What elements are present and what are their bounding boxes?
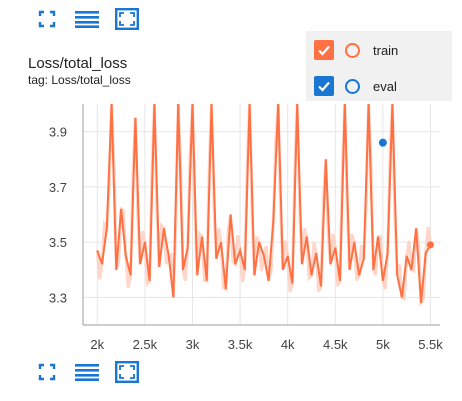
- train-color-ring-icon: [345, 42, 360, 58]
- fullscreen-button[interactable]: [34, 361, 60, 383]
- y-tick-label: 3.5: [49, 235, 67, 250]
- train-last-point: [426, 241, 434, 249]
- data-table-icon: [75, 364, 99, 381]
- y-tick-label: 3.3: [49, 290, 67, 305]
- fit-domain-icon: [115, 8, 139, 30]
- checkmark-icon: [318, 45, 330, 56]
- legend: train eval: [306, 31, 452, 101]
- fit-domain-button[interactable]: [114, 361, 140, 383]
- x-tick-label: 4k: [281, 337, 295, 352]
- train-checkbox[interactable]: [314, 40, 334, 60]
- train-series-line: [96, 104, 432, 303]
- data-table-button[interactable]: [74, 8, 100, 30]
- x-tick-label: 5k: [376, 337, 390, 352]
- legend-item-train[interactable]: train: [314, 39, 398, 61]
- y-tick-label: 3.9: [49, 125, 67, 140]
- train-raw-line: [95, 104, 432, 307]
- fit-domain-icon: [115, 361, 139, 383]
- eval-checkbox[interactable]: [314, 76, 334, 96]
- x-tick-label: 3.5k: [228, 337, 253, 352]
- eval-color-ring-icon: [345, 78, 360, 94]
- fit-domain-button[interactable]: [114, 8, 140, 30]
- chart-toolbar-top: [34, 8, 140, 30]
- eval-point: [378, 138, 387, 147]
- fullscreen-icon: [38, 10, 56, 28]
- chart-tag: tag: Loss/total_loss: [28, 73, 131, 87]
- fullscreen-icon: [38, 363, 56, 381]
- legend-item-eval[interactable]: eval: [314, 75, 397, 97]
- chart-title: Loss/total_loss: [28, 55, 128, 72]
- x-tick-label: 3k: [186, 337, 200, 352]
- x-tick-label: 5.5k: [418, 337, 443, 352]
- y-tick-label: 3.7: [49, 180, 67, 195]
- loss-chart[interactable]: 3.3 3.5 3.7 3.9 2k 2.5k 3k 3.5k 4k 4.5k 5k 5.5k: [0, 100, 462, 358]
- legend-label-eval: eval: [373, 78, 397, 94]
- fullscreen-button[interactable]: [34, 8, 60, 30]
- checkmark-icon: [318, 81, 330, 92]
- data-table-button[interactable]: [74, 361, 100, 383]
- x-tick-label: 4.5k: [323, 337, 348, 352]
- data-table-icon: [75, 11, 99, 28]
- chart-toolbar-bottom: [34, 361, 140, 383]
- x-tick-label: 2.5k: [133, 337, 158, 352]
- x-tick-label: 2k: [90, 337, 104, 352]
- legend-label-train: train: [373, 42, 399, 58]
